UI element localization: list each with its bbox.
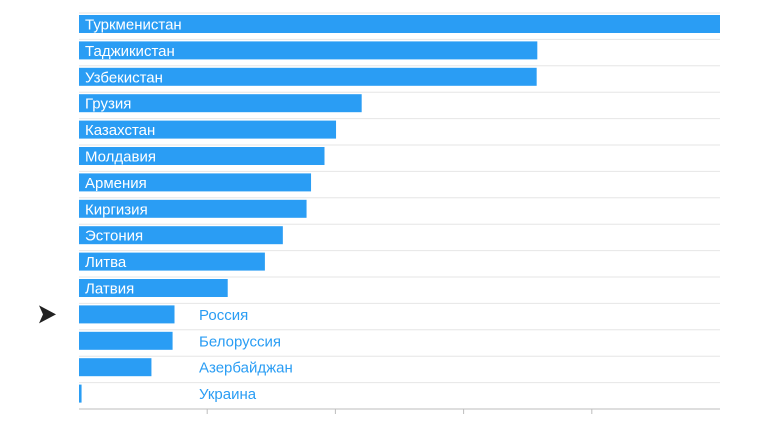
bar-label: Узбекистан <box>85 69 163 86</box>
bar-label: Украина <box>199 386 257 403</box>
bar-label: Молдавия <box>85 149 156 166</box>
bar-label: Туркменистан <box>85 17 182 34</box>
bar <box>79 94 362 113</box>
bar <box>79 15 720 33</box>
highlight-marker <box>39 305 56 324</box>
bar-label: Армения <box>85 175 147 192</box>
bars <box>79 15 720 403</box>
bar-label: Литва <box>85 254 127 271</box>
bar <box>79 331 173 350</box>
bar-label: Грузия <box>85 96 131 113</box>
bar-label: Россия <box>199 307 248 324</box>
bar-label: Казахстан <box>85 122 155 139</box>
bar <box>79 252 265 271</box>
grid-lines <box>79 12 720 384</box>
bar <box>79 199 307 218</box>
bar <box>79 226 283 245</box>
bar-label: Таджикистан <box>85 43 175 60</box>
bar <box>79 358 152 377</box>
bar-label: Эстония <box>85 228 143 245</box>
highlight-arrow <box>39 305 56 324</box>
bar <box>79 147 325 165</box>
bar <box>79 41 538 60</box>
bar-labels: Туркменистан Таджикистан Узбекистан Грузия К… <box>85 17 293 404</box>
bar-label: Азербайджан <box>199 360 293 377</box>
bar <box>79 305 175 324</box>
bar <box>79 384 82 403</box>
bar <box>79 120 337 139</box>
bar-label: Белоруссия <box>199 333 281 350</box>
bar <box>79 279 228 297</box>
bar <box>79 67 537 86</box>
bar <box>79 173 312 192</box>
bar-label: Латвия <box>85 281 134 298</box>
bar-label: Киргизия <box>85 201 148 218</box>
x-axis <box>79 408 720 414</box>
